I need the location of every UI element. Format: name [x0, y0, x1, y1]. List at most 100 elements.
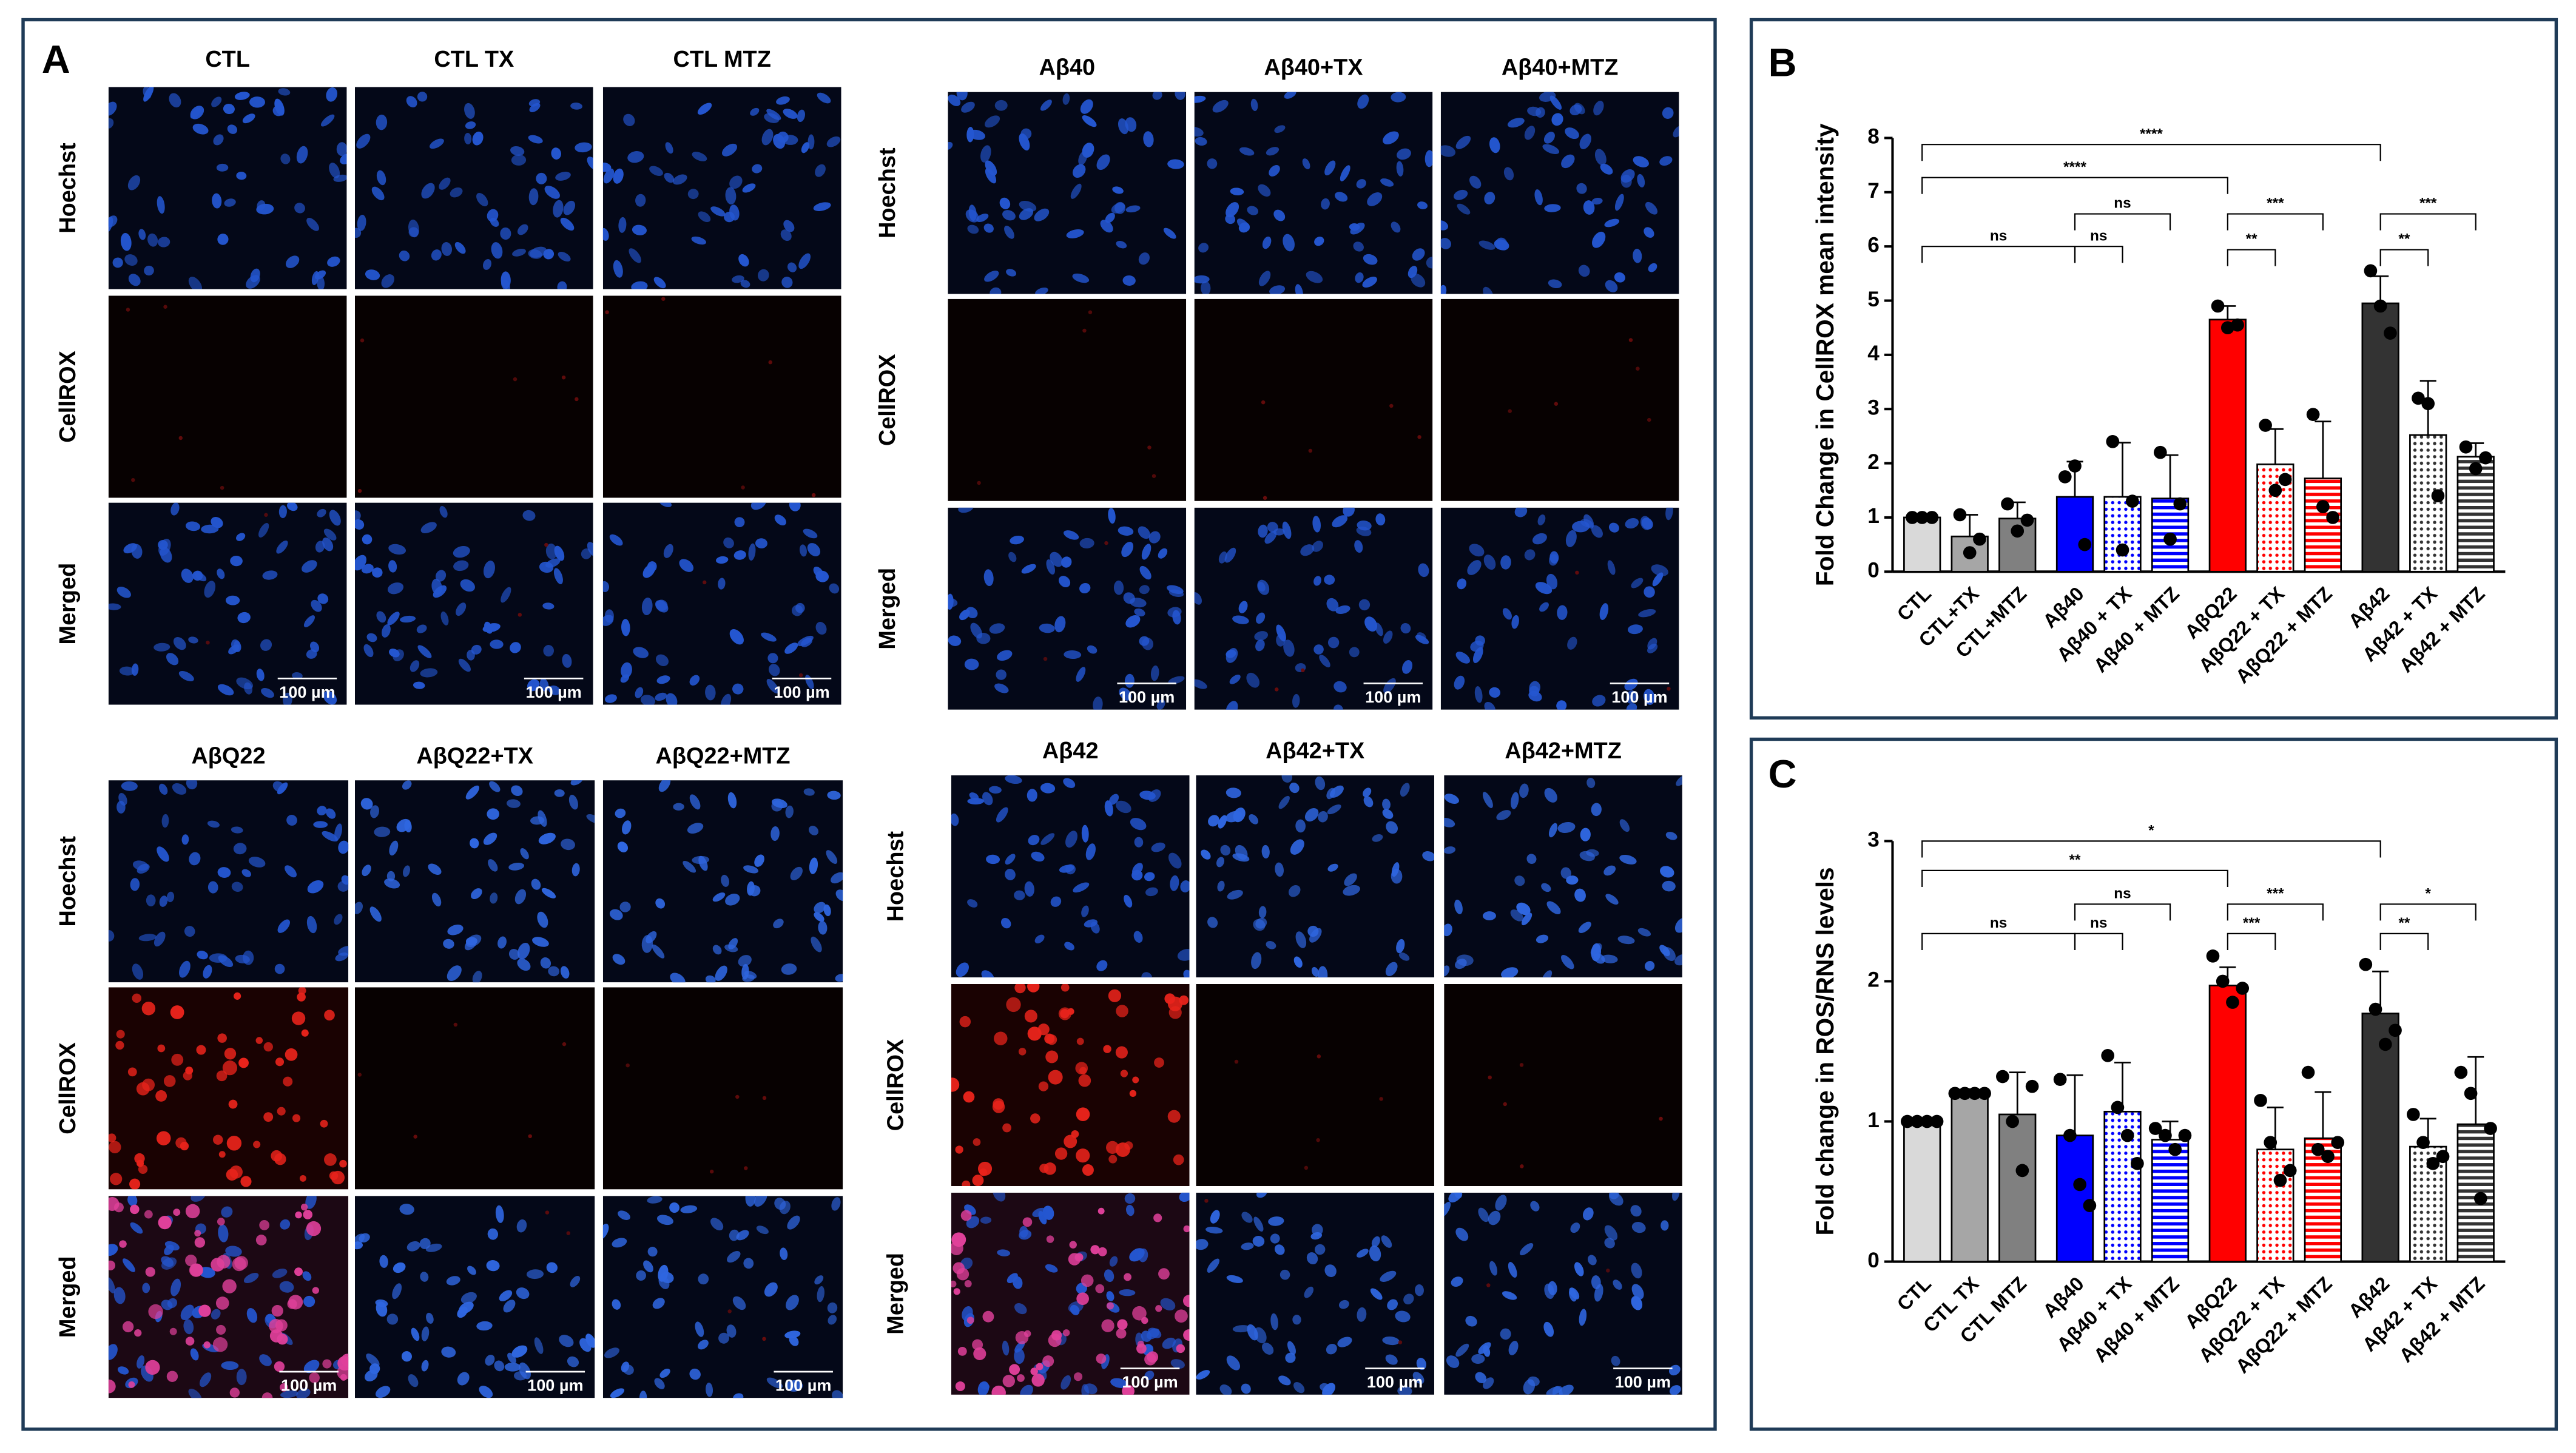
red-signal [1076, 1037, 1084, 1045]
nucleus [679, 559, 694, 572]
nucleus [131, 663, 139, 676]
nucleus [1304, 807, 1319, 822]
nucleus [964, 658, 979, 670]
nucleus [143, 87, 154, 102]
red-signal [1274, 687, 1279, 692]
nucleus [1132, 863, 1143, 875]
red-signal [1124, 1141, 1133, 1150]
nucleus [814, 1275, 824, 1285]
nucleus [1139, 585, 1150, 595]
red-signal [1175, 1309, 1188, 1323]
nucleus [1168, 676, 1185, 684]
red-signal [1519, 1063, 1524, 1067]
nucleus [1220, 844, 1231, 856]
red-signal [138, 1164, 148, 1174]
image-background [355, 987, 595, 1190]
nucleus [499, 1290, 513, 1301]
red-signal [1379, 1097, 1383, 1101]
red-signal [1046, 1235, 1054, 1243]
nucleus [501, 271, 511, 289]
red-signal [1006, 997, 1021, 1013]
nucleus [967, 224, 979, 234]
red-signal [275, 1319, 288, 1332]
nucleus [1440, 285, 1447, 294]
red-signal [959, 1016, 971, 1028]
nucleus [1400, 622, 1411, 634]
data-point [2278, 473, 2292, 487]
nucleus [433, 585, 447, 598]
red-signal [1234, 1059, 1239, 1064]
red-signal [1047, 1034, 1057, 1045]
nucleus [158, 538, 171, 556]
nucleus [1080, 99, 1093, 114]
significance-label: ns [2114, 886, 2131, 902]
nucleus [993, 1192, 1006, 1202]
nucleus [161, 1300, 173, 1310]
nucleus [116, 587, 131, 598]
nucleus [305, 1196, 317, 1209]
nucleus [801, 142, 810, 153]
nucleus [479, 1386, 493, 1398]
nucleus [1313, 644, 1324, 655]
nucleus [1125, 205, 1141, 213]
data-point [2159, 1128, 2172, 1142]
y-axis-label: Fold change in ROS/RNS levels [1811, 867, 1839, 1235]
nucleus [170, 502, 180, 516]
nucleus [813, 202, 831, 211]
nucleus [1412, 1372, 1425, 1384]
nucleus [471, 644, 482, 655]
nucleus [1479, 240, 1495, 250]
nucleus [1093, 696, 1103, 710]
nucleus [1484, 192, 1495, 204]
nucleus [1631, 1222, 1646, 1233]
nucleus [1453, 189, 1468, 200]
nucleus [710, 206, 726, 217]
nucleus [1391, 221, 1401, 233]
nucleus [138, 229, 146, 240]
nucleus [306, 915, 317, 934]
nucleus [1045, 1264, 1058, 1273]
red-signal [1122, 1384, 1135, 1395]
nucleus [1611, 1355, 1620, 1366]
nucleus [1226, 202, 1239, 218]
nucleus [827, 1302, 838, 1313]
nucleus [1408, 266, 1418, 278]
red-signal [183, 1071, 192, 1080]
red-signal [1027, 983, 1040, 993]
nucleus [1511, 615, 1519, 629]
data-point [2178, 1128, 2192, 1142]
nucleus [1208, 815, 1219, 827]
data-point [2369, 1002, 2382, 1016]
nucleus [446, 1276, 460, 1286]
image-background [108, 87, 347, 289]
nucleus [1593, 953, 1605, 964]
row-label: CellROX [55, 351, 81, 443]
nucleus [497, 936, 507, 949]
scale-bar-label: 100 µm [527, 1375, 583, 1394]
data-point [1925, 511, 1939, 524]
data-point [2078, 538, 2092, 551]
nucleus [1625, 517, 1639, 529]
nucleus [1275, 862, 1284, 877]
nucleus [609, 534, 623, 546]
red-signal [955, 1381, 965, 1391]
data-point [2264, 1136, 2278, 1149]
nucleus [1465, 1315, 1477, 1327]
nucleus [230, 555, 243, 567]
red-signal [1116, 1328, 1127, 1339]
nucleus [967, 798, 985, 804]
nucleus [1319, 655, 1330, 668]
nucleus [465, 785, 480, 800]
red-signal [1261, 400, 1266, 405]
red-signal [1575, 570, 1579, 575]
data-point [2469, 462, 2483, 476]
nucleus [653, 277, 666, 289]
significance-bracket [2227, 903, 2324, 921]
nucleus [1524, 549, 1536, 561]
nucleus [692, 152, 707, 161]
red-signal [203, 1341, 211, 1349]
nucleus [1006, 1273, 1018, 1284]
nucleus [750, 107, 760, 116]
nucleus [164, 1241, 180, 1251]
micrograph: 100 µm [1440, 507, 1679, 710]
